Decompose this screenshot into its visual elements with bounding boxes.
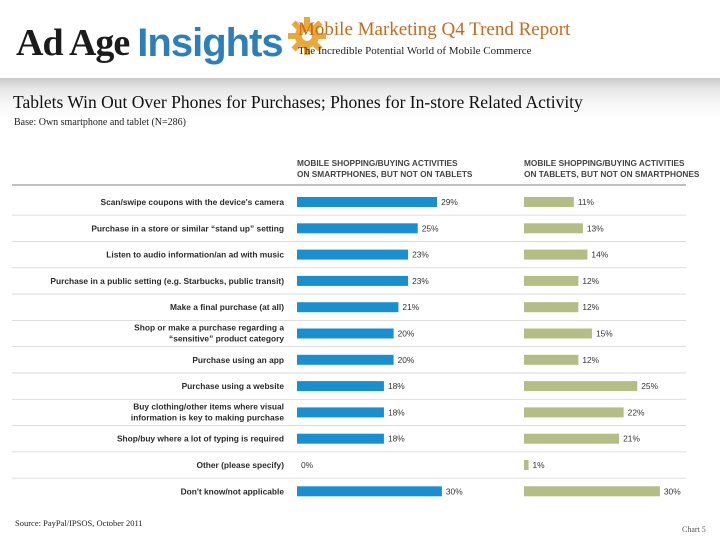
- value-label-tablet: 15%: [596, 329, 613, 339]
- category-label: Buy clothing/other items where visual: [133, 401, 284, 411]
- category-label: Listen to audio information/an ad with m…: [106, 250, 284, 260]
- bar-smartphone: [297, 249, 409, 260]
- value-label-smartphone: 29%: [441, 197, 458, 207]
- gear-tooth: [287, 33, 297, 39]
- gear-tooth: [303, 17, 310, 26]
- bar-tablet: [524, 460, 529, 470]
- category-label: Other (please specify): [196, 460, 284, 470]
- value-label-tablet: 12%: [582, 302, 599, 312]
- bar-tablet: [524, 486, 660, 497]
- value-label-tablet: 13%: [587, 223, 604, 233]
- base-note: Base: Own smartphone and tablet (N=286): [14, 117, 186, 128]
- bar-smartphone: [297, 407, 384, 418]
- series-title-tablet: ON TABLETS, BUT NOT ON SMARTPHONES: [524, 169, 700, 179]
- series-title-smartphone: ON SMARTPHONES, BUT NOT ON TABLETS: [297, 169, 473, 179]
- bar-smartphone: [297, 486, 442, 497]
- category-label: Purchase in a public setting (e.g. Starb…: [50, 276, 284, 286]
- bar-tablet: [524, 249, 588, 260]
- value-label-smartphone: 20%: [398, 355, 415, 365]
- gear-hole: [301, 31, 312, 41]
- gear-icon: [287, 17, 326, 55]
- value-label-tablet: 12%: [582, 355, 599, 365]
- bar-smartphone: [297, 275, 409, 286]
- series-title-tablet: MOBILE SHOPPING/BUYING ACTIVITIES: [524, 158, 685, 168]
- bar-smartphone: [297, 302, 399, 313]
- value-label-smartphone: 18%: [388, 407, 405, 417]
- bar-smartphone: [297, 354, 394, 365]
- value-label-tablet: 22%: [628, 407, 645, 417]
- bar-tablet: [524, 381, 638, 392]
- value-label-smartphone: 18%: [388, 434, 405, 444]
- value-label-tablet: 11%: [578, 197, 595, 207]
- header: Ad Age Insights Mobile Marketing Q4 Tren…: [0, 0, 720, 78]
- slide-title: Tablets Win Out Over Phones for Purchase…: [13, 92, 583, 112]
- brand-adage: Ad Age: [16, 22, 130, 64]
- value-label-tablet: 21%: [623, 434, 640, 444]
- source-note: Source: PayPal/IPSOS, October 2011: [15, 518, 143, 528]
- bar-tablet: [524, 223, 583, 234]
- category-label: Make a final purchase (at all): [170, 302, 284, 312]
- category-label: Purchase in a store or similar “stand up…: [91, 223, 284, 233]
- value-label-tablet: 12%: [582, 276, 599, 286]
- bar-smartphone: [297, 433, 384, 444]
- bar-smartphone: [297, 328, 394, 339]
- category-label: Shop or make a purchase regarding a: [134, 323, 284, 333]
- value-label-tablet: 30%: [664, 486, 681, 496]
- report-subtitle: The Incredible Potential World of Mobile…: [298, 45, 532, 57]
- value-label-smartphone: 0%: [301, 460, 314, 470]
- value-label-smartphone: 18%: [388, 381, 405, 391]
- value-label-smartphone: 30%: [446, 486, 463, 496]
- bar-smartphone: [297, 197, 438, 207]
- bar-smartphone: [297, 223, 418, 234]
- category-label: Scan/swipe coupons with the device's cam…: [100, 197, 284, 207]
- value-label-smartphone: 25%: [422, 223, 439, 233]
- category-label: “sensitive” product category: [169, 334, 284, 344]
- bar-tablet: [524, 407, 624, 418]
- bar-tablet: [524, 302, 579, 313]
- value-label-tablet: 1%: [533, 460, 546, 470]
- gear-tooth: [316, 33, 326, 39]
- ad-age-insights-logo: Ad Age Insights: [16, 17, 329, 68]
- bar-tablet: [524, 354, 579, 365]
- series-title-smartphone: MOBILE SHOPPING/BUYING ACTIVITIES: [297, 158, 458, 168]
- chart-number: Chart 5: [682, 525, 706, 534]
- bar-tablet: [524, 433, 620, 444]
- category-label: Purchase using an app: [192, 355, 284, 365]
- value-label-tablet: 25%: [641, 381, 658, 391]
- brand-insights: Insights: [137, 20, 283, 65]
- bar-tablet: [524, 197, 574, 207]
- bar-smartphone: [297, 381, 384, 392]
- gear-tooth: [303, 46, 310, 55]
- category-label: Purchase using a website: [182, 381, 285, 391]
- value-label-smartphone: 20%: [398, 329, 415, 339]
- bar-tablet: [524, 275, 579, 286]
- report-title: Mobile Marketing Q4 Trend Report: [298, 19, 571, 40]
- value-label-smartphone: 23%: [412, 250, 429, 260]
- bar-tablet: [524, 328, 592, 339]
- category-label: Don't know/not applicable: [181, 486, 285, 496]
- value-label-tablet: 14%: [591, 250, 608, 260]
- category-label: information is key to making purchase: [131, 412, 284, 422]
- category-label: Shop/buy where a lot of typing is requir…: [117, 434, 284, 444]
- value-label-smartphone: 23%: [412, 276, 429, 286]
- value-label-smartphone: 21%: [402, 302, 419, 312]
